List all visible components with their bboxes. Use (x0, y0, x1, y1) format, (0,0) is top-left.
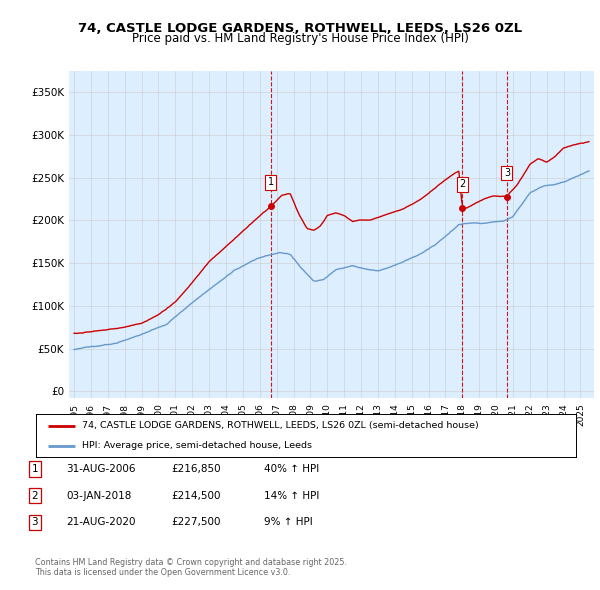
Text: 9% ↑ HPI: 9% ↑ HPI (264, 517, 313, 527)
Text: 31-AUG-2006: 31-AUG-2006 (66, 464, 136, 474)
Text: Contains HM Land Registry data © Crown copyright and database right 2025.
This d: Contains HM Land Registry data © Crown c… (35, 558, 347, 577)
Text: HPI: Average price, semi-detached house, Leeds: HPI: Average price, semi-detached house,… (82, 441, 312, 450)
Text: 74, CASTLE LODGE GARDENS, ROTHWELL, LEEDS, LS26 0ZL: 74, CASTLE LODGE GARDENS, ROTHWELL, LEED… (78, 22, 522, 35)
Text: 3: 3 (31, 517, 38, 527)
Text: 1: 1 (31, 464, 38, 474)
Text: 74, CASTLE LODGE GARDENS, ROTHWELL, LEEDS, LS26 0ZL (semi-detached house): 74, CASTLE LODGE GARDENS, ROTHWELL, LEED… (82, 421, 479, 430)
Text: 2: 2 (31, 491, 38, 500)
Text: £227,500: £227,500 (171, 517, 221, 527)
Text: 21-AUG-2020: 21-AUG-2020 (66, 517, 136, 527)
Text: £214,500: £214,500 (171, 491, 221, 500)
Text: 40% ↑ HPI: 40% ↑ HPI (264, 464, 319, 474)
Text: 3: 3 (504, 168, 510, 178)
Text: Price paid vs. HM Land Registry's House Price Index (HPI): Price paid vs. HM Land Registry's House … (131, 32, 469, 45)
Text: £216,850: £216,850 (171, 464, 221, 474)
Text: 14% ↑ HPI: 14% ↑ HPI (264, 491, 319, 500)
Text: 1: 1 (268, 177, 274, 187)
Text: 03-JAN-2018: 03-JAN-2018 (66, 491, 131, 500)
Text: 2: 2 (459, 179, 466, 189)
